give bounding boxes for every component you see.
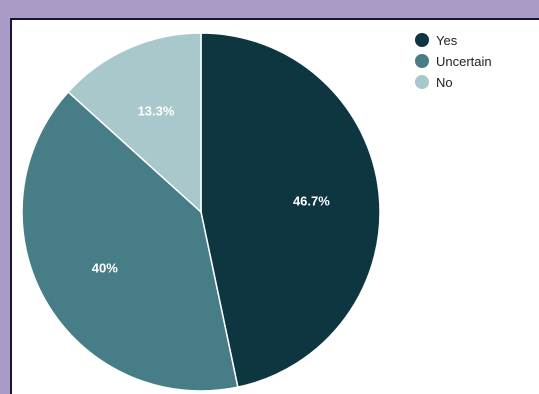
pie-label-yes: 46.7% xyxy=(293,194,330,209)
legend-swatch-uncertain xyxy=(415,54,429,68)
legend-swatch-yes xyxy=(415,33,429,47)
pie-label-uncertain: 40% xyxy=(92,260,118,275)
legend-label-uncertain: Uncertain xyxy=(436,54,492,69)
chart-panel: 46.7% 40% 13.3% Yes Uncertain No xyxy=(10,18,539,394)
legend-item-yes[interactable]: Yes xyxy=(415,33,458,48)
legend-item-uncertain[interactable]: Uncertain xyxy=(415,54,492,69)
pie-slice-uncertain[interactable] xyxy=(21,90,239,392)
pie-chart: 46.7% 40% 13.3% Yes Uncertain No xyxy=(21,32,492,392)
legend-item-no[interactable]: No xyxy=(415,75,453,90)
legend-label-no: No xyxy=(436,75,453,90)
pie-slice-yes[interactable] xyxy=(200,32,381,389)
legend-label-yes: Yes xyxy=(436,33,458,48)
pie-slice-no[interactable] xyxy=(67,32,202,214)
legend-swatch-no xyxy=(415,75,429,89)
pie-label-no: 13.3% xyxy=(138,104,175,119)
